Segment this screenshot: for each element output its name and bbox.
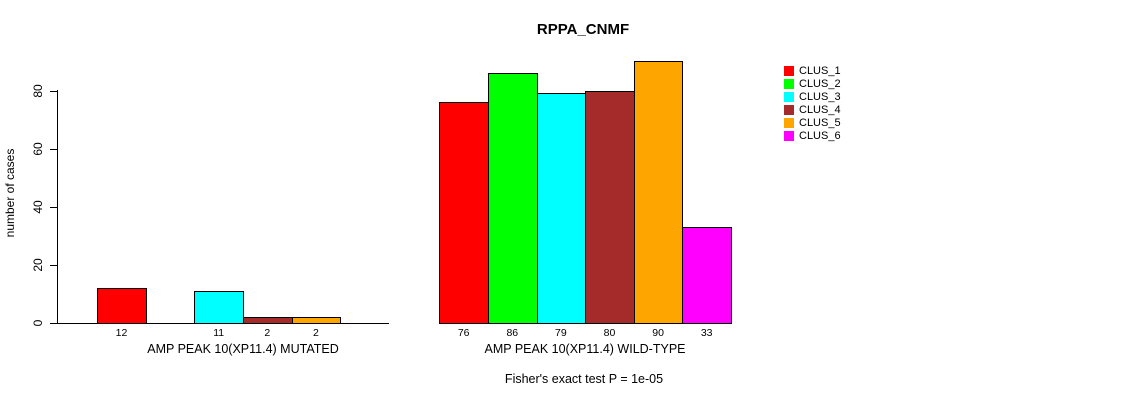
legend-swatch-clus_5 bbox=[784, 118, 794, 128]
legend-label-clus_6: CLUS_6 bbox=[799, 130, 841, 142]
legend-swatch-clus_4 bbox=[784, 105, 794, 115]
bar-clus_5-group1 bbox=[633, 61, 684, 324]
legend-label-clus_3: CLUS_3 bbox=[799, 91, 841, 103]
bar-value-label: 2 bbox=[264, 327, 271, 339]
y-axis-tick-label-text: 80 bbox=[31, 83, 45, 98]
bar-value-label: 86 bbox=[506, 327, 519, 339]
x-axis-group-label-wild-type: AMP PEAK 10(XP11.4) WILD-TYPE bbox=[484, 342, 686, 356]
legend-swatch-clus_1 bbox=[784, 66, 794, 76]
bar-clus_5-group0 bbox=[291, 317, 342, 324]
bar-value-label: 2 bbox=[312, 327, 319, 339]
y-axis-tick-label-text: 40 bbox=[31, 200, 45, 214]
fisher-test-annotation: Fisher's exact test P = 1e-05 bbox=[504, 372, 664, 386]
chart-title: RPPA_CNMF bbox=[536, 21, 630, 38]
bar-value-label: 33 bbox=[700, 327, 713, 339]
bar-value-label: 12 bbox=[115, 327, 128, 339]
legend-swatch-clus_2 bbox=[784, 79, 794, 89]
bar-value-label: 11 bbox=[213, 327, 225, 339]
y-axis-tick-label-text: 0 bbox=[31, 319, 45, 327]
y-axis-title-text: number of cases bbox=[3, 148, 17, 238]
legend-label-clus_1: CLUS_1 bbox=[799, 65, 841, 77]
y-axis-tick-label-text: 60 bbox=[31, 141, 45, 156]
bar-clus_3-group1 bbox=[536, 93, 587, 324]
legend-swatch-clus_3 bbox=[784, 92, 794, 102]
y-axis-tick-label-text: 20 bbox=[31, 258, 45, 272]
legend-label-clus_4: CLUS_4 bbox=[799, 104, 841, 116]
y-axis-tick bbox=[50, 264, 57, 266]
legend-swatch-clus_6 bbox=[784, 131, 794, 141]
bar-value-label: 90 bbox=[652, 327, 664, 339]
bar-clus_2-group1 bbox=[488, 73, 538, 324]
y-axis-tick bbox=[50, 90, 57, 92]
bar-clus_1-group0 bbox=[97, 288, 147, 324]
bar-value-label: 79 bbox=[555, 327, 567, 339]
y-axis-tick bbox=[50, 206, 57, 208]
legend-label-clus_5: CLUS_5 bbox=[799, 117, 841, 129]
bar-clus_4-group1 bbox=[585, 90, 635, 324]
bar-clus_3-group0 bbox=[194, 291, 244, 324]
y-axis-tick bbox=[50, 323, 57, 324]
y-axis-tick bbox=[50, 148, 57, 150]
bar-clus_6-group1 bbox=[682, 227, 732, 324]
bar-clus_4-group0 bbox=[243, 317, 293, 324]
legend-label-clus_2: CLUS_2 bbox=[799, 78, 841, 90]
y-axis-line bbox=[57, 90, 58, 324]
bar-value-label: 76 bbox=[457, 327, 470, 339]
x-axis-group-label-mutated: AMP PEAK 10(XP11.4) MUTATED bbox=[147, 342, 339, 356]
bar-clus_1-group1 bbox=[439, 102, 489, 324]
bar-value-label: 80 bbox=[603, 327, 616, 339]
